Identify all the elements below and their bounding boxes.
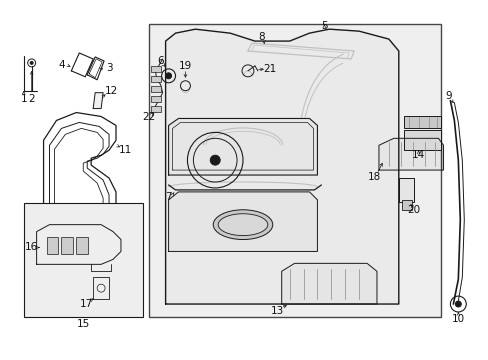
Text: 16: 16 bbox=[25, 243, 38, 252]
Bar bbox=[403, 130, 441, 150]
Ellipse shape bbox=[213, 210, 272, 239]
Polygon shape bbox=[168, 118, 317, 175]
Text: 10: 10 bbox=[451, 314, 464, 324]
Text: 3: 3 bbox=[105, 63, 112, 73]
Polygon shape bbox=[93, 93, 103, 109]
Text: 2: 2 bbox=[28, 94, 35, 104]
Polygon shape bbox=[87, 57, 104, 80]
Text: 19: 19 bbox=[179, 61, 192, 71]
Text: 11: 11 bbox=[119, 145, 132, 155]
Text: 14: 14 bbox=[411, 150, 425, 160]
Circle shape bbox=[210, 155, 220, 165]
Bar bbox=[403, 117, 441, 129]
Bar bbox=[150, 96, 161, 102]
Text: 8: 8 bbox=[258, 32, 264, 42]
Polygon shape bbox=[168, 192, 317, 251]
Polygon shape bbox=[398, 178, 413, 202]
Bar bbox=[150, 105, 161, 112]
Bar bbox=[76, 237, 88, 255]
Text: 21: 21 bbox=[263, 64, 276, 74]
Text: 1: 1 bbox=[20, 94, 27, 104]
Text: 4: 4 bbox=[58, 60, 64, 70]
Circle shape bbox=[454, 301, 460, 307]
Bar bbox=[150, 66, 161, 72]
Bar bbox=[150, 86, 161, 92]
Polygon shape bbox=[378, 138, 443, 170]
Circle shape bbox=[30, 62, 33, 64]
Text: 5: 5 bbox=[321, 21, 327, 31]
Bar bbox=[61, 237, 73, 255]
Text: 18: 18 bbox=[366, 172, 380, 182]
Polygon shape bbox=[37, 225, 121, 264]
Text: 7: 7 bbox=[165, 192, 172, 202]
Bar bbox=[46, 237, 59, 255]
Text: 6: 6 bbox=[157, 56, 163, 66]
Text: 13: 13 bbox=[270, 306, 284, 316]
Bar bbox=[150, 76, 161, 82]
Polygon shape bbox=[247, 43, 353, 59]
Text: 20: 20 bbox=[407, 205, 419, 215]
Text: 9: 9 bbox=[444, 91, 451, 101]
Polygon shape bbox=[93, 277, 109, 299]
Bar bbox=[148, 24, 441, 317]
Polygon shape bbox=[71, 53, 93, 77]
Text: 15: 15 bbox=[77, 319, 90, 329]
Text: 22: 22 bbox=[142, 112, 155, 122]
Circle shape bbox=[165, 73, 171, 79]
Ellipse shape bbox=[218, 214, 267, 235]
Text: 17: 17 bbox=[80, 299, 93, 309]
Polygon shape bbox=[91, 264, 111, 271]
Polygon shape bbox=[165, 29, 398, 304]
Bar bbox=[24, 203, 142, 317]
Text: 12: 12 bbox=[104, 86, 118, 96]
Polygon shape bbox=[281, 264, 376, 304]
Bar bbox=[401, 200, 411, 210]
